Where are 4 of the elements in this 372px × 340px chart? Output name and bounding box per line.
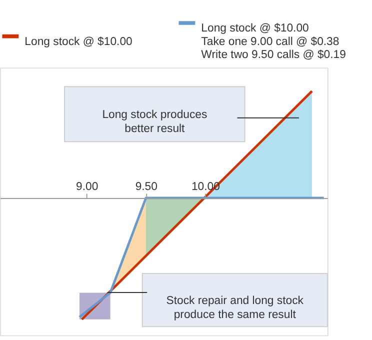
x-tick-label: 9.00	[76, 180, 98, 193]
legend-label: Long stock @ $10.00 Take one 9.00 call @ $0.38 Write two 9.50 calls @ $0.19	[201, 22, 346, 62]
x-tick-label: 9.50	[135, 180, 158, 193]
legend-label: Long stock @ $10.00	[24, 36, 132, 48]
